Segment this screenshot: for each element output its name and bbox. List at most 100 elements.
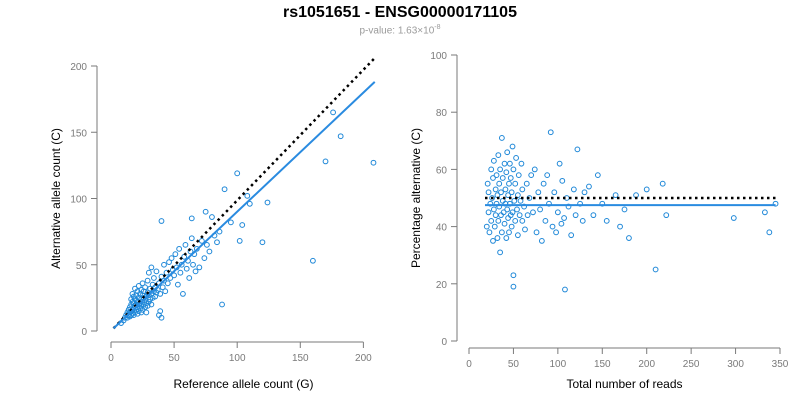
allele-counts-fit-line [112, 81, 376, 330]
pct-alt-y-tick-label: 60 [436, 165, 448, 176]
pct-alt-data-point [663, 212, 670, 219]
pct-alt-data-point [538, 238, 545, 244]
allele-counts-data-point [264, 199, 271, 206]
allele-counts-data-point [239, 222, 246, 228]
allele-counts-data-point [144, 277, 151, 284]
pct-alt-data-point [492, 186, 499, 193]
pct-alt-data-point [562, 286, 568, 293]
pct-alt-data-point [503, 235, 510, 241]
pct-alt-data-point [500, 209, 507, 216]
allele-counts-data-point [135, 283, 142, 289]
pct-alt-data-point [483, 223, 490, 230]
pct-alt-data-point [506, 180, 512, 187]
pct-alt-data-point [508, 223, 515, 230]
pct-alt-data-point [509, 143, 516, 150]
pct-alt-data-point [537, 206, 543, 213]
pct-alt-y-tick-label: 20 [436, 280, 448, 291]
allele-counts-data-point [153, 268, 160, 275]
pct-alt-data-point [510, 283, 517, 290]
pct-alt-data-point [501, 220, 508, 227]
allele-counts-data-point [159, 284, 166, 291]
allele-counts-data-point [322, 158, 329, 165]
pct-alt-data-point [518, 160, 525, 167]
allele-counts-data-point [198, 238, 205, 244]
pct-alt-y-tick-label: 80 [436, 108, 448, 119]
pvalue-text: p-value: 1.63×10 [359, 25, 435, 37]
pct-alt-data-point [617, 223, 623, 230]
allele-counts-y-tick-label: 150 [70, 128, 87, 139]
allele-counts-data-point [158, 218, 165, 224]
pct-alt-data-point [493, 172, 500, 179]
pct-alt-data-point [761, 209, 768, 216]
pct-alt-x-tick-label: 50 [508, 359, 520, 370]
pct-alt-data-point [568, 232, 575, 239]
pct-alt-data-point [488, 217, 495, 224]
pct-alt-data-point [506, 229, 512, 236]
pct-alt-data-point [544, 172, 551, 179]
allele-counts-data-point [221, 186, 228, 193]
pct-alt-x-tick-label: 100 [550, 359, 567, 370]
pct-alt-data-point [501, 160, 508, 167]
pct-alt-data-point [508, 189, 515, 196]
pct-alt-data-point [495, 217, 502, 224]
pct-alt-data-point [504, 149, 511, 156]
pct-alt-y-tick-label: 100 [430, 51, 447, 62]
allele-counts-data-point [166, 259, 172, 266]
allele-counts-data-point [310, 257, 316, 264]
pct-alt-data-point [519, 186, 526, 193]
pct-alt-data-point [523, 180, 530, 187]
pct-alt-data-point [652, 266, 659, 273]
pct-alt-y-tick-label: 40 [436, 223, 448, 234]
pct-alt-data-point [489, 195, 496, 201]
allele-counts-data-point [174, 281, 181, 288]
allele-counts-data-point [158, 314, 165, 321]
pct-alt-data-point [528, 172, 535, 179]
pct-alt-x-tick-label: 300 [727, 359, 744, 370]
pct-alt-data-point [485, 209, 492, 216]
allele-counts-y-axis-title: Alternative allele count (C) [49, 128, 63, 269]
pct-alt-data-point [574, 146, 581, 153]
pct-alt-data-point [498, 135, 505, 141]
allele-counts-data-point [182, 241, 189, 248]
allele-counts-data-point [162, 288, 169, 295]
pct-alt-data-point [491, 223, 498, 230]
allele-counts-x-tick-label: 200 [355, 353, 372, 364]
pct-alt-data-point [490, 175, 496, 181]
allele-counts-y-tick-label: 100 [70, 195, 87, 206]
pct-alt-x-tick-label: 350 [772, 359, 789, 370]
pct-alt-x-tick-label: 0 [466, 359, 472, 370]
allele-counts-data-point [142, 284, 148, 291]
pct-alt-data-point [530, 209, 536, 216]
pct-alt-data-point [509, 209, 516, 216]
pct-alt-data-point [659, 180, 666, 187]
pct-alt-data-point [502, 186, 509, 193]
pct-alt-data-point [559, 177, 566, 184]
pct-alt-data-point [515, 172, 522, 179]
pct-alt-data-point [507, 175, 514, 181]
pct-alt-data-point [531, 166, 538, 173]
allele-counts-data-point [157, 308, 164, 315]
pct-alt-y-tick-label: 0 [441, 337, 447, 348]
pct-alt-data-point [490, 206, 497, 213]
pct-alt-data-point [498, 212, 504, 219]
panel-percentage-alternative: 0 50 100 150 200 250 300 350 0 20 40 60 80 100 Total n… [409, 51, 789, 391]
allele-counts-data-point [178, 261, 185, 268]
pct-alt-data-point [486, 229, 493, 236]
pct-alt-data-point [498, 189, 504, 196]
allele-counts-data-point [143, 309, 150, 316]
pct-alt-data-point [519, 217, 526, 224]
allele-counts-data-point [186, 275, 193, 281]
figure-subtitle: p-value: 1.63×10-8 [0, 24, 800, 36]
allele-counts-y-tick-label: 0 [81, 327, 87, 338]
pct-alt-data-point [621, 206, 628, 213]
pct-alt-data-point [579, 217, 586, 224]
pct-alt-data-point [514, 206, 520, 213]
pct-alt-data-point [514, 232, 521, 239]
allele-counts-data-point [180, 291, 186, 297]
allele-counts-data-point [183, 265, 190, 272]
pct-alt-data-point [507, 212, 514, 219]
pct-alt-data-point [485, 189, 492, 196]
allele-counts-data-point [202, 208, 209, 215]
allele-counts-data-point [161, 277, 167, 284]
pct-alt-data-point [492, 212, 499, 219]
